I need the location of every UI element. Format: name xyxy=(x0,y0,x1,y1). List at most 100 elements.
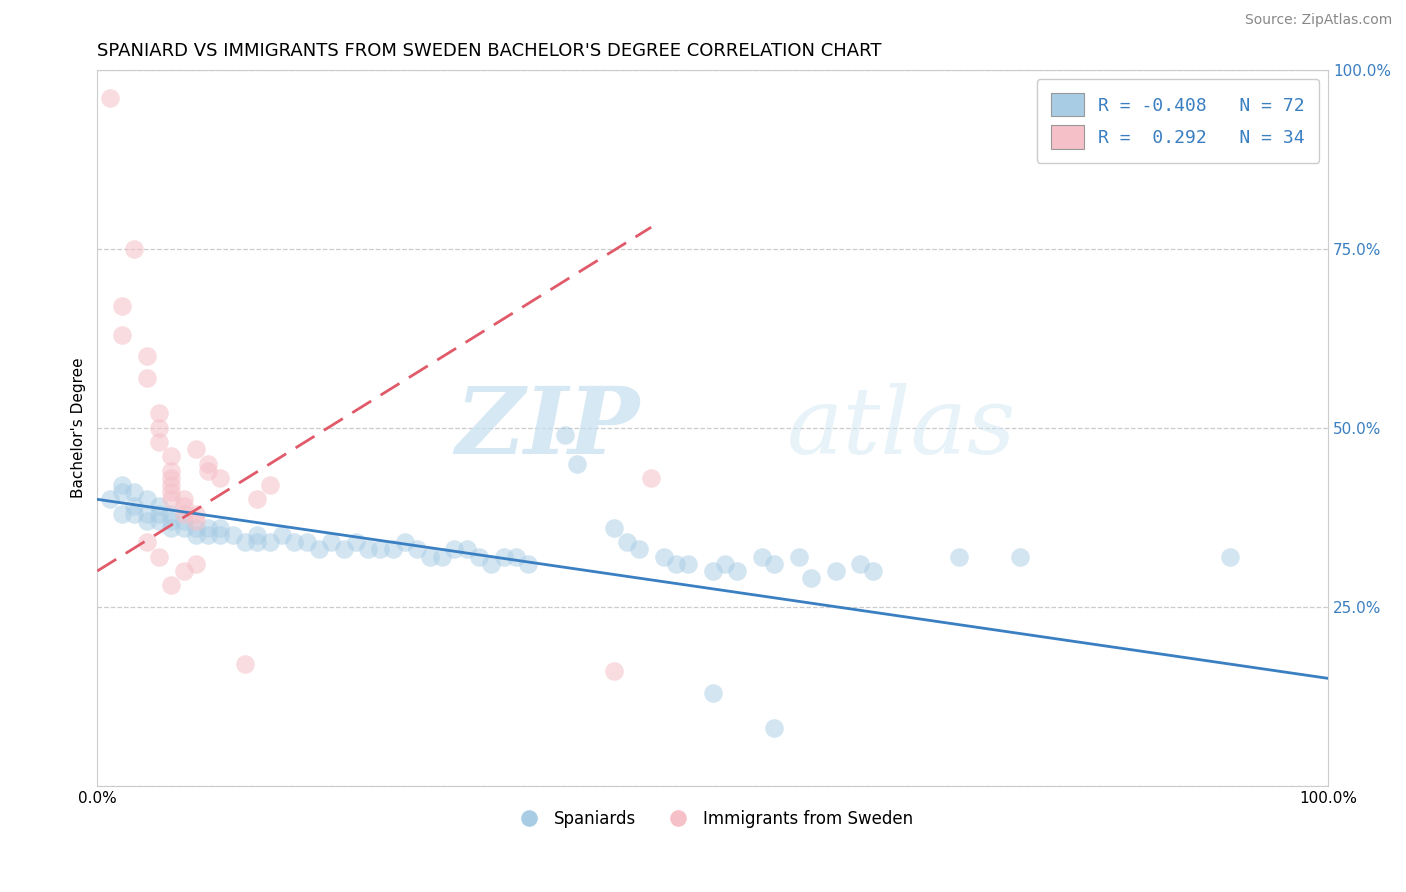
Point xyxy=(1219,549,1241,564)
Point xyxy=(160,450,183,464)
Point xyxy=(111,507,134,521)
Point xyxy=(148,500,170,514)
Point xyxy=(135,507,157,521)
Point xyxy=(665,557,688,571)
Point xyxy=(135,535,157,549)
Point xyxy=(160,464,183,478)
Point xyxy=(160,492,183,507)
Point xyxy=(135,349,157,363)
Point xyxy=(1010,549,1032,564)
Point xyxy=(160,578,183,592)
Y-axis label: Bachelor's Degree: Bachelor's Degree xyxy=(72,358,86,498)
Point xyxy=(321,535,343,549)
Point xyxy=(111,299,134,313)
Point xyxy=(135,370,157,384)
Point xyxy=(222,528,245,542)
Point xyxy=(763,557,786,571)
Point xyxy=(430,549,453,564)
Legend: Spaniards, Immigrants from Sweden: Spaniards, Immigrants from Sweden xyxy=(506,804,920,835)
Point xyxy=(370,542,392,557)
Point xyxy=(419,549,441,564)
Point xyxy=(160,507,183,521)
Point xyxy=(233,535,256,549)
Point xyxy=(479,557,502,571)
Point xyxy=(554,428,576,442)
Point xyxy=(862,564,884,578)
Point xyxy=(787,549,810,564)
Point xyxy=(184,528,207,542)
Point xyxy=(124,500,146,514)
Point xyxy=(111,327,134,342)
Point xyxy=(160,514,183,528)
Point xyxy=(948,549,970,564)
Point xyxy=(124,507,146,521)
Point xyxy=(98,492,121,507)
Point xyxy=(763,722,786,736)
Point xyxy=(209,471,232,485)
Point xyxy=(209,521,232,535)
Point xyxy=(357,542,380,557)
Text: SPANIARD VS IMMIGRANTS FROM SWEDEN BACHELOR'S DEGREE CORRELATION CHART: SPANIARD VS IMMIGRANTS FROM SWEDEN BACHE… xyxy=(97,42,882,60)
Point xyxy=(505,549,527,564)
Point xyxy=(308,542,330,557)
Point xyxy=(148,514,170,528)
Point xyxy=(725,564,748,578)
Point xyxy=(148,549,170,564)
Point xyxy=(567,457,589,471)
Point xyxy=(173,521,195,535)
Point xyxy=(124,485,146,500)
Point xyxy=(160,471,183,485)
Point xyxy=(406,542,429,557)
Point xyxy=(148,435,170,450)
Point xyxy=(111,485,134,500)
Point xyxy=(184,521,207,535)
Point xyxy=(246,528,269,542)
Point xyxy=(259,478,281,492)
Point xyxy=(824,564,846,578)
Point xyxy=(849,557,872,571)
Point xyxy=(173,564,195,578)
Text: Source: ZipAtlas.com: Source: ZipAtlas.com xyxy=(1244,13,1392,28)
Point xyxy=(394,535,416,549)
Point xyxy=(233,657,256,671)
Point xyxy=(160,521,183,535)
Point xyxy=(148,507,170,521)
Point xyxy=(603,664,626,678)
Point xyxy=(381,542,404,557)
Point xyxy=(676,557,699,571)
Point xyxy=(160,485,183,500)
Point xyxy=(173,514,195,528)
Point xyxy=(124,242,146,256)
Point xyxy=(295,535,318,549)
Point xyxy=(344,535,367,549)
Point xyxy=(702,564,724,578)
Point xyxy=(492,549,515,564)
Point xyxy=(246,492,269,507)
Point xyxy=(517,557,540,571)
Point xyxy=(259,535,281,549)
Point xyxy=(283,535,305,549)
Point xyxy=(197,457,219,471)
Point xyxy=(800,571,823,585)
Point xyxy=(184,514,207,528)
Point xyxy=(184,557,207,571)
Point xyxy=(184,507,207,521)
Point xyxy=(603,521,626,535)
Text: atlas: atlas xyxy=(786,383,1017,473)
Point xyxy=(271,528,294,542)
Point xyxy=(148,406,170,420)
Point xyxy=(456,542,478,557)
Point xyxy=(197,528,219,542)
Point xyxy=(640,471,662,485)
Point xyxy=(627,542,650,557)
Point xyxy=(173,500,195,514)
Point xyxy=(443,542,465,557)
Point xyxy=(332,542,354,557)
Point xyxy=(111,478,134,492)
Point xyxy=(702,686,724,700)
Point xyxy=(616,535,638,549)
Text: ZIP: ZIP xyxy=(454,383,638,473)
Point xyxy=(197,464,219,478)
Point xyxy=(751,549,773,564)
Point xyxy=(184,442,207,457)
